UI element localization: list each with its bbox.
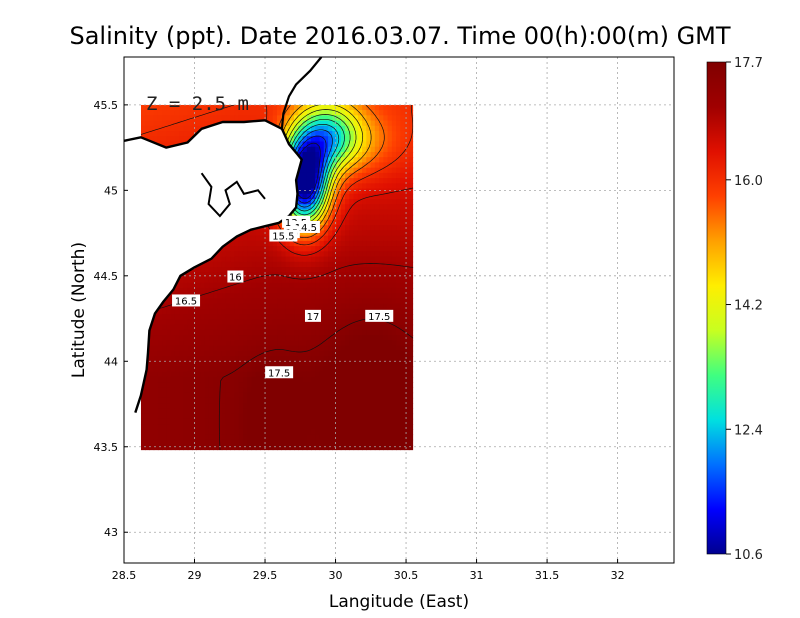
- colorbar-ticks: 17.7 16.0 14.2 12.4 10.6: [726, 56, 763, 563]
- depth-label: Z = 2.5 m: [146, 93, 249, 115]
- contour-label: 14.5: [295, 223, 317, 234]
- contour-label-box: [227, 270, 244, 283]
- y-axis-label: Latitude (North): [69, 242, 89, 378]
- x-tick-label: 31: [470, 569, 484, 582]
- contour-label: 15.5: [272, 231, 294, 242]
- x-tick-label: 28.5: [112, 569, 137, 582]
- x-axis-ticks: 28.5 29 29.5 30 30.5 31 31.5 32: [112, 559, 625, 582]
- y-tick-label: 43.5: [94, 441, 119, 454]
- grid-lines: [124, 57, 674, 563]
- colorbar-tick-label: 16.0: [734, 174, 763, 189]
- coastline-north: [280, 57, 323, 129]
- contour-label: 17.5: [368, 312, 390, 323]
- x-tick-label: 29: [188, 569, 202, 582]
- colorbar-bar: [706, 61, 727, 555]
- contour-label: 16: [229, 273, 242, 284]
- x-tick-label: 29.5: [253, 569, 278, 582]
- x-tick-label: 32: [611, 569, 625, 582]
- contour-label-box: [304, 309, 321, 322]
- plot-frame: [123, 56, 675, 564]
- y-axis-ticks: 43 43.5 44 44.5 45 45.5: [94, 99, 128, 539]
- y-tick-label: 43: [104, 526, 118, 539]
- x-tick-label: 30: [329, 569, 343, 582]
- contour-label-box: [365, 309, 394, 322]
- y-tick-label: 45: [104, 184, 118, 197]
- contour-label: 17: [307, 312, 320, 323]
- lagoon-shore: [200, 172, 266, 218]
- x-axis-label: Langitude (East): [329, 592, 469, 612]
- chart-title: Salinity (ppt). Date 2016.03.07. Time 00…: [69, 22, 730, 50]
- colorbar: 17.7 16.0 14.2 12.4 10.6: [706, 56, 763, 563]
- contour-label: 17.5: [268, 368, 290, 379]
- contour-label-box: [269, 229, 298, 242]
- x-tick-label: 30.5: [394, 569, 419, 582]
- colorbar-tick-label: 17.7: [734, 56, 763, 71]
- colorbar-tick-label: 14.2: [734, 299, 763, 314]
- colorbar-tick-label: 12.4: [734, 423, 763, 438]
- contour-label-box: [265, 366, 294, 379]
- y-tick-label: 44.5: [94, 270, 119, 283]
- contour-label: 16.5: [175, 296, 197, 307]
- contour-label-box: [172, 294, 201, 307]
- land-mask: [124, 120, 302, 430]
- y-tick-label: 45.5: [94, 99, 119, 112]
- colorbar-tick-label: 10.6: [734, 548, 763, 563]
- x-tick-label: 31.5: [535, 569, 560, 582]
- y-tick-label: 44: [104, 355, 118, 368]
- contour-line: [218, 318, 414, 451]
